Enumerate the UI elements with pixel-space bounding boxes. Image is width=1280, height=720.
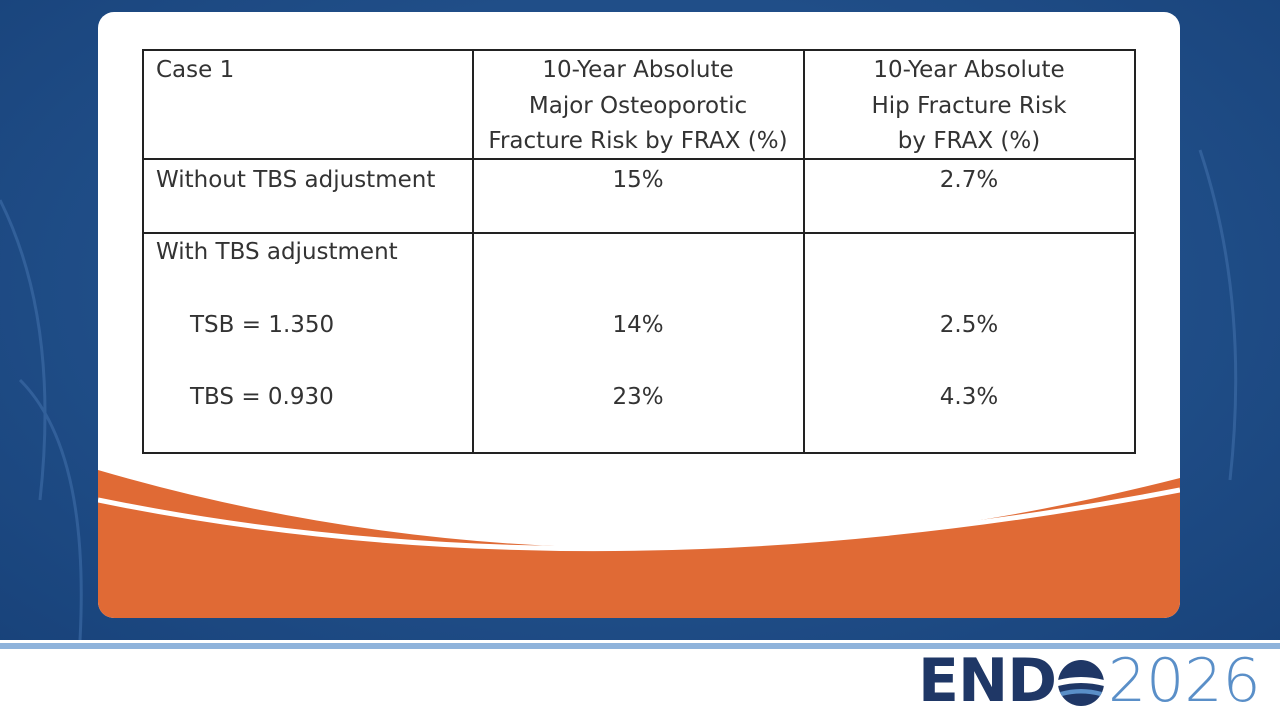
header-cell: 10-Year Absolute (542, 57, 734, 83)
header-cell: by FRAX (%) (897, 128, 1041, 154)
cell: 4.3% (939, 384, 999, 410)
header-cell: Hip Fracture Risk (871, 93, 1067, 119)
sub-row-label: TBS = 0.930 (190, 384, 334, 410)
cell: 2.5% (939, 312, 999, 338)
cell: 14% (612, 312, 664, 338)
row-label: Without TBS adjustment (156, 167, 436, 193)
row-divider (142, 158, 1134, 160)
cell: 2.7% (939, 167, 999, 193)
wave (98, 470, 1180, 618)
logo-year: 2026 (1108, 646, 1261, 716)
cell: 23% (612, 384, 664, 410)
logo: END 2026 (918, 646, 1273, 716)
table-border (142, 49, 1136, 454)
header-cell: Major Osteoporotic (528, 93, 748, 119)
cell: 15% (612, 167, 664, 193)
row-label: With TBS adjustment (156, 239, 398, 265)
row-divider (142, 232, 1134, 234)
header-cell: Fracture Risk by FRAX (%) (488, 128, 788, 154)
logo-text: END (918, 646, 1057, 716)
col-divider (803, 49, 805, 452)
header-cell: Case 1 (156, 57, 235, 83)
header-cell: 10-Year Absolute (873, 57, 1065, 83)
logo-globe (1058, 660, 1104, 706)
card (98, 12, 1180, 618)
col-divider (472, 49, 474, 452)
sub-row-label: TSB = 1.350 (190, 312, 335, 338)
